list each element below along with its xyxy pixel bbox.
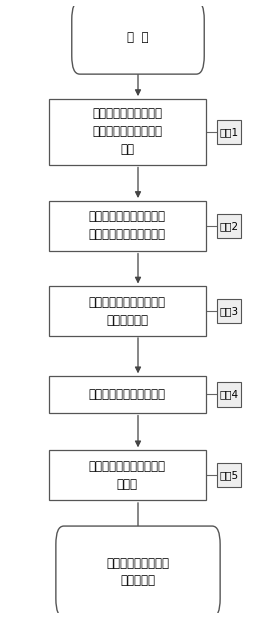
Text: 步骤5: 步骤5 bbox=[219, 470, 238, 480]
Text: 步骤3: 步骤3 bbox=[219, 306, 238, 316]
Text: 开  始: 开 始 bbox=[127, 31, 149, 44]
FancyBboxPatch shape bbox=[56, 526, 220, 617]
Text: 步骤1: 步骤1 bbox=[219, 127, 238, 137]
Text: 求取不同直流线路对改
善暂态功角稳定性的贡
献度: 求取不同直流线路对改 善暂态功角稳定性的贡 献度 bbox=[92, 107, 162, 156]
FancyBboxPatch shape bbox=[217, 463, 241, 487]
FancyBboxPatch shape bbox=[49, 450, 206, 500]
FancyBboxPatch shape bbox=[217, 299, 241, 324]
FancyBboxPatch shape bbox=[217, 119, 241, 144]
Text: 进行各直流线路功率支援
量分配: 进行各直流线路功率支援 量分配 bbox=[89, 459, 166, 491]
Text: 完成各直流线路功率
支援量分配: 完成各直流线路功率 支援量分配 bbox=[107, 556, 169, 587]
FancyBboxPatch shape bbox=[49, 201, 206, 251]
Text: 确定功率支援量分配模式: 确定功率支援量分配模式 bbox=[89, 388, 166, 401]
Text: 步骤4: 步骤4 bbox=[219, 389, 238, 399]
Text: 求取各直流线路的支援量
综合贡献指标: 求取各直流线路的支援量 综合贡献指标 bbox=[89, 296, 166, 327]
Text: 步骤2: 步骤2 bbox=[219, 221, 238, 231]
Text: 求取满足电压安全约束的
直流线路最大电压可控量: 求取满足电压安全约束的 直流线路最大电压可控量 bbox=[89, 210, 166, 241]
FancyBboxPatch shape bbox=[49, 376, 206, 413]
FancyBboxPatch shape bbox=[217, 214, 241, 238]
FancyBboxPatch shape bbox=[49, 287, 206, 336]
FancyBboxPatch shape bbox=[72, 1, 204, 74]
FancyBboxPatch shape bbox=[49, 99, 206, 165]
FancyBboxPatch shape bbox=[217, 383, 241, 407]
